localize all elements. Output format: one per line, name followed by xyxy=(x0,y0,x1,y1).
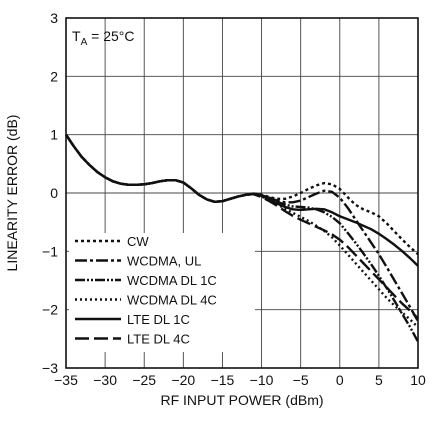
annotation-suffix: = 25°C xyxy=(87,28,134,44)
x-tick-label: −20 xyxy=(171,372,195,388)
series-line-6 xyxy=(65,134,419,320)
legend-label: WCDMA, UL xyxy=(127,254,201,269)
x-tick-label: 5 xyxy=(375,372,383,388)
x-tick-label: −35 xyxy=(54,372,78,388)
y-tick-label: 0 xyxy=(50,185,58,201)
y-tick-label: 3 xyxy=(50,10,58,26)
series-lines xyxy=(65,134,420,343)
x-tick-label: −30 xyxy=(93,372,117,388)
annotation-prefix: T xyxy=(72,28,81,44)
x-tick-label: 10 xyxy=(410,372,426,388)
legend-label: LTE DL 1C xyxy=(127,312,190,327)
legend-label: WCDMA DL 4C xyxy=(127,293,217,308)
y-axis-title: LINEARITY ERROR (dB) xyxy=(4,115,20,272)
y-tick-label: −2 xyxy=(42,302,58,318)
y-tick-label: −3 xyxy=(42,360,58,376)
x-tick-label: −5 xyxy=(293,372,309,388)
x-tick-label: −25 xyxy=(132,372,156,388)
legend-background xyxy=(69,233,255,352)
y-tick-label: 1 xyxy=(50,127,58,143)
x-axis-title: RF INPUT POWER (dBm) xyxy=(160,392,323,408)
y-tick-label: −1 xyxy=(42,243,58,259)
annotation-subscript: A xyxy=(81,37,88,48)
plot-frame xyxy=(65,17,419,369)
legend-label: WCDMA DL 1C xyxy=(127,273,217,288)
y-tick-label: 2 xyxy=(50,68,58,84)
x-tick-label: 0 xyxy=(336,372,344,388)
series-line-4 xyxy=(65,134,419,329)
legend-label: LTE DL 4C xyxy=(127,332,190,347)
temperature-annotation: TA = 25°C xyxy=(72,28,134,48)
x-tick-label: −15 xyxy=(211,372,235,388)
legend-label: CW xyxy=(127,234,149,249)
x-tick-label: −10 xyxy=(250,372,274,388)
legend: CW WCDMA, UL WCDMA DL 1C WCDMA DL 4C LTE DL … xyxy=(69,233,255,352)
